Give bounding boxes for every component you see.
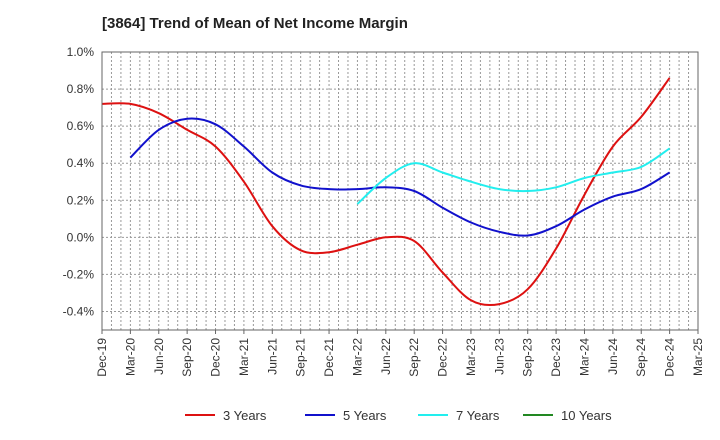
x-tick-label: Dec-24 bbox=[663, 338, 677, 377]
x-tick-label: Dec-22 bbox=[436, 338, 450, 377]
y-tick-label: -0.2% bbox=[63, 267, 95, 281]
legend-label: 10 Years bbox=[561, 408, 612, 423]
series-line-3-years bbox=[101, 77, 671, 307]
series-line-7-years bbox=[356, 147, 671, 205]
x-tick-label: Sep-23 bbox=[521, 338, 535, 377]
x-tick-label: Mar-20 bbox=[123, 338, 137, 376]
x-tick-label: Sep-22 bbox=[407, 338, 421, 377]
x-tick-label: Dec-19 bbox=[95, 338, 109, 377]
y-axis-ticks: 1.0% 0.8% 0.6% 0.4% 0.2% 0.0% -0.2% -0.4% bbox=[63, 45, 95, 318]
legend-label: 7 Years bbox=[456, 408, 500, 423]
x-tick-label: Mar-24 bbox=[577, 338, 591, 376]
legend: 3 Years 5 Years 7 Years 10 Years bbox=[185, 408, 612, 423]
y-tick-label: 0.8% bbox=[67, 82, 95, 96]
chart-title: [3864] Trend of Mean of Net Income Margi… bbox=[102, 15, 408, 32]
y-tick-label: 0.4% bbox=[67, 156, 95, 170]
legend-item-3-years: 3 Years bbox=[185, 408, 267, 423]
legend-item-7-years: 7 Years bbox=[418, 408, 500, 423]
plot-frame bbox=[101, 51, 699, 331]
x-tick-label: Sep-24 bbox=[634, 338, 648, 377]
x-tick-label: Jun-24 bbox=[606, 338, 620, 375]
x-tick-label: Dec-23 bbox=[549, 338, 563, 377]
x-tick-label: Jun-21 bbox=[265, 338, 279, 375]
y-tick-label: 0.0% bbox=[67, 230, 95, 244]
x-tick-label: Sep-21 bbox=[294, 338, 308, 377]
legend-item-5-years: 5 Years bbox=[305, 408, 387, 423]
y-tick-label: 0.2% bbox=[67, 193, 95, 207]
legend-item-10-years: 10 Years bbox=[523, 408, 612, 423]
grid-lines bbox=[101, 51, 699, 330]
y-tick-label: -0.4% bbox=[63, 304, 95, 318]
x-tick-label: Mar-22 bbox=[350, 338, 364, 376]
series-line-5-years bbox=[129, 117, 671, 237]
x-tick-label: Mar-21 bbox=[237, 338, 251, 376]
x-tick-label: Mar-23 bbox=[464, 338, 478, 376]
x-axis-ticks: Dec-19 Mar-20 Jun-20 Sep-20 Dec-20 Mar-21 Jun-… bbox=[95, 330, 705, 377]
x-tick-label: Sep-20 bbox=[180, 338, 194, 377]
legend-label: 5 Years bbox=[343, 408, 387, 423]
legend-label: 3 Years bbox=[223, 408, 267, 423]
x-tick-label: Jun-23 bbox=[492, 338, 506, 375]
y-tick-label: 1.0% bbox=[67, 45, 95, 59]
y-tick-label: 0.6% bbox=[67, 119, 95, 133]
x-tick-label: Jun-20 bbox=[152, 338, 166, 375]
series-lines bbox=[101, 77, 671, 307]
x-tick-label: Dec-21 bbox=[322, 338, 336, 377]
x-tick-label: Dec-20 bbox=[209, 338, 223, 377]
x-tick-label: Mar-25 bbox=[691, 338, 705, 376]
x-tick-label: Jun-22 bbox=[379, 338, 393, 375]
